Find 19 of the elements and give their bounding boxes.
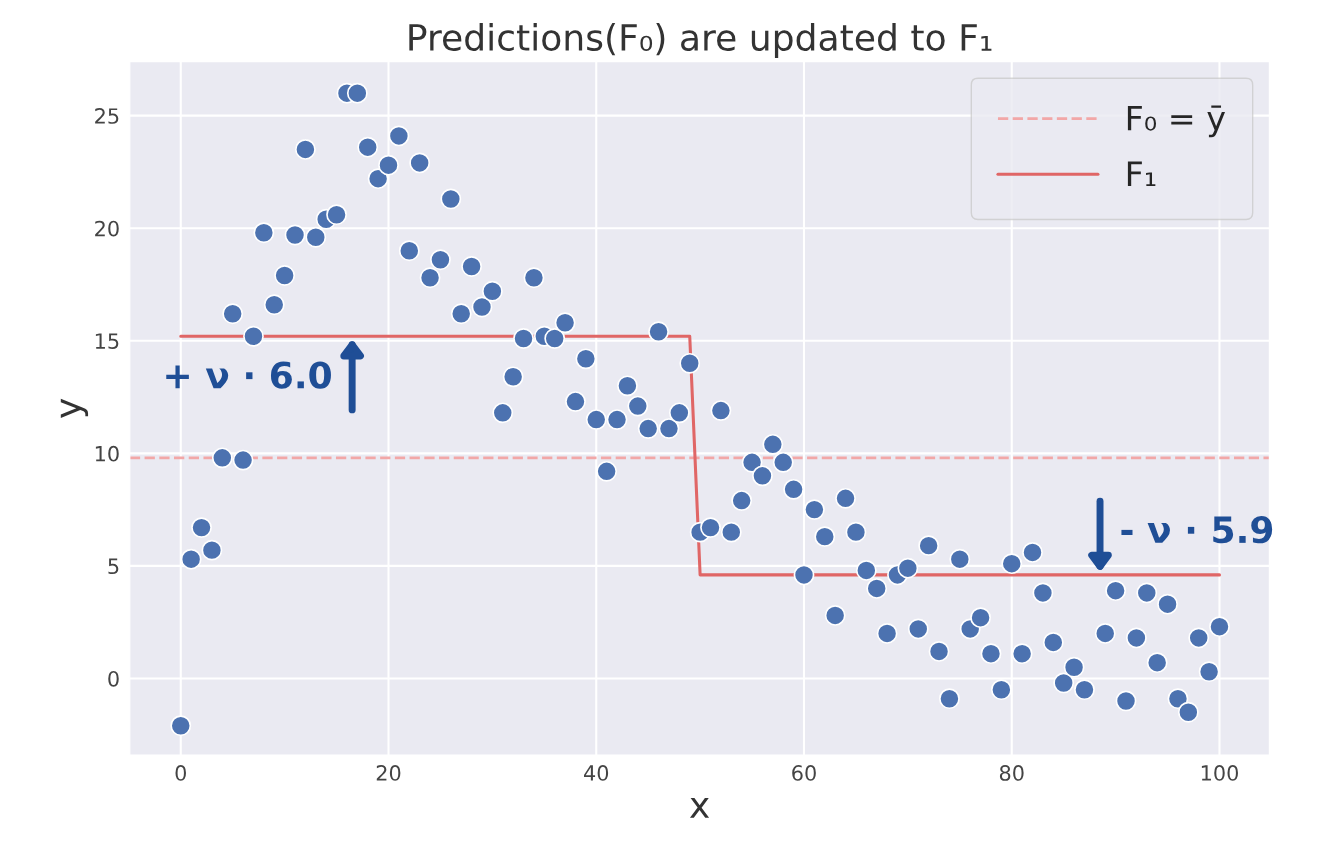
legend-label: F₁ bbox=[1127, 161, 1156, 187]
y-tick-label: 25 bbox=[95, 108, 119, 124]
x-tick-label: 20 bbox=[376, 765, 401, 781]
y-tick-label: 15 bbox=[95, 333, 119, 349]
x-tick-label: 40 bbox=[584, 765, 609, 781]
y-tick-label: 20 bbox=[95, 220, 119, 237]
y-axis-title: y bbox=[60, 398, 89, 418]
legend-label: F₀ = ȳ bbox=[1127, 105, 1226, 138]
x-axis-title: x bbox=[689, 798, 710, 818]
y-tick-label: 0 bbox=[108, 670, 119, 687]
y-tick-label: 5 bbox=[108, 558, 119, 575]
x-tick-label: 80 bbox=[999, 765, 1024, 781]
x-tick-label: 100 bbox=[1201, 765, 1238, 781]
annotation: - ν · 5.9 bbox=[1121, 516, 1273, 544]
x-tick-label: 0 bbox=[175, 765, 186, 781]
annotation: + ν · 6.0 bbox=[166, 361, 331, 389]
chart-title: Predictions(F₀) are updated to F₁ bbox=[409, 23, 992, 59]
x-tick-label: 60 bbox=[792, 765, 816, 781]
y-tick-label: 10 bbox=[95, 445, 119, 462]
